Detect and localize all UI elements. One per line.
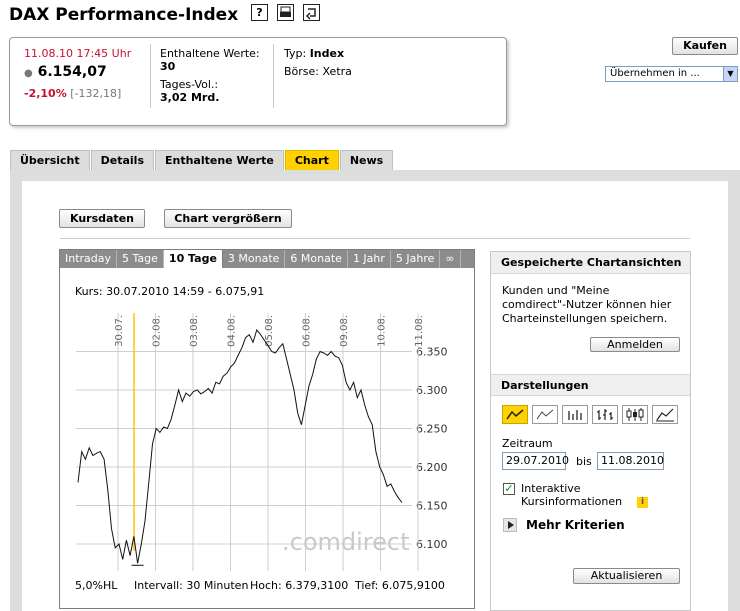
saved-views-header: Gespeicherte Chartansichten bbox=[491, 252, 690, 274]
range-label: Zeitraum bbox=[502, 437, 553, 450]
take-over-select-value: Übernehmen in ... bbox=[610, 68, 700, 79]
display-header: Darstellungen bbox=[491, 374, 690, 396]
tab-enthaltene-werte[interactable]: Enthaltene Werte bbox=[155, 150, 284, 170]
exchange-value: Xetra bbox=[322, 65, 352, 78]
saved-text-2: comdirect"-Nutzer können hier bbox=[502, 298, 672, 311]
kursdaten-button[interactable]: Kursdaten bbox=[59, 209, 145, 228]
chart-range-tab[interactable]: 10 Tage bbox=[163, 250, 223, 268]
hlc-bar-icon[interactable] bbox=[592, 405, 618, 424]
y-tick-label: 6.250 bbox=[416, 423, 448, 436]
type-row: Typ: Index bbox=[284, 47, 344, 60]
y-tick-label: 6.100 bbox=[416, 538, 448, 551]
change-pct: -2,10% bbox=[24, 87, 67, 100]
main-tabs: Übersicht Details Enthaltene Werte Chart New… bbox=[10, 150, 394, 170]
exchange-label: Börse: bbox=[284, 65, 320, 78]
enlarge-chart-button[interactable]: Chart vergrößern bbox=[164, 209, 292, 228]
chart-range-tab[interactable]: 5 Jahre bbox=[391, 250, 441, 268]
quote-price: ● 6.154,07 bbox=[24, 64, 107, 80]
price-chart[interactable]: 6.350 6.300 6.250 6.200 6.150 6.100 30.07. 02.0… bbox=[60, 268, 474, 573]
more-criteria-link[interactable]: Mehr Kriterien bbox=[526, 518, 625, 532]
saved-text-3: Charteinstellungen speichern. bbox=[502, 312, 668, 325]
buy-button[interactable]: Kaufen bbox=[672, 37, 738, 55]
footer-interval: Intervall: 30 Minuten bbox=[134, 579, 249, 592]
quote-info-box: 11.08.10 17:45 Uhr ● 6.154,07 -2,10% [-1… bbox=[9, 37, 507, 126]
exchange-row: Börse: Xetra bbox=[284, 65, 352, 78]
y-tick-label: 6.200 bbox=[416, 461, 448, 474]
x-date-label: 30.07. bbox=[114, 315, 125, 347]
price-value: 6.154,07 bbox=[37, 64, 107, 80]
y-tick-label: 6.300 bbox=[416, 384, 448, 397]
chevron-right-icon[interactable] bbox=[503, 518, 517, 532]
area-chart-icon[interactable] bbox=[652, 405, 678, 424]
x-date-label: 04.08. bbox=[227, 315, 238, 347]
x-date-label: 05.08. bbox=[264, 315, 275, 347]
interactive-label-1: Interaktive bbox=[521, 482, 581, 495]
volume-value: 3,02 Mrd. bbox=[160, 91, 220, 104]
mountain-chart-icon[interactable] bbox=[532, 405, 558, 424]
quote-datetime: 11.08.10 17:45 Uhr bbox=[24, 47, 132, 60]
x-date-label: 06.08. bbox=[302, 315, 313, 347]
login-button[interactable]: Anmelden bbox=[590, 337, 680, 352]
watermark-logo: .comdirect bbox=[282, 528, 410, 556]
interactive-checkbox[interactable]: ✓ bbox=[503, 482, 515, 495]
x-date-label: 03.08. bbox=[189, 315, 200, 347]
constituents-value: 30 bbox=[160, 60, 176, 73]
price-series-line bbox=[77, 328, 403, 564]
footer-hl: 5,0%HL bbox=[75, 579, 118, 592]
chart-sidebar: Gespeicherte Chartansichten Kunden und "… bbox=[490, 251, 691, 611]
kurs-info: Kurs: 30.07.2010 14:59 - 6.075,91 bbox=[75, 285, 265, 298]
chart-range-tab[interactable]: 3 Monate bbox=[223, 250, 286, 268]
chart-range-tab[interactable]: 5 Tage bbox=[117, 250, 164, 268]
saved-text-1: Kunden und "Meine bbox=[502, 284, 610, 297]
chart-range-tab[interactable]: 6 Monate bbox=[285, 250, 348, 268]
refresh-icon[interactable] bbox=[303, 4, 320, 21]
range-sep: bis bbox=[576, 455, 592, 468]
x-date-label: 10.08. bbox=[377, 315, 388, 347]
footer-high: Hoch: 6.379,3100 bbox=[250, 579, 349, 592]
help-icon[interactable]: ? bbox=[251, 4, 268, 21]
x-date-label: 09.08. bbox=[339, 315, 350, 347]
print-icon[interactable] bbox=[277, 4, 294, 21]
tab-übersicht[interactable]: Übersicht bbox=[10, 150, 90, 170]
y-tick-label: 6.150 bbox=[416, 500, 448, 513]
chart-range-tab[interactable]: 1 Jahr bbox=[348, 250, 391, 268]
chart-range-tab[interactable]: Intraday bbox=[60, 250, 118, 268]
chevron-down-icon: ▼ bbox=[723, 67, 737, 81]
update-button[interactable]: Aktualisieren bbox=[573, 568, 680, 584]
type-label: Typ: bbox=[284, 47, 307, 60]
volume-label: Tages-Vol.: bbox=[160, 78, 219, 91]
line-chart-icon[interactable] bbox=[502, 405, 528, 424]
x-date-label: 11.08. bbox=[414, 315, 425, 347]
x-date-label: 02.08. bbox=[152, 315, 163, 347]
interactive-label-2: Kursinformationen bbox=[521, 495, 623, 508]
chart-range-tabs: Intraday 5 Tage 10 Tage 3 Monate 6 Monate 1 J… bbox=[60, 250, 474, 268]
candlestick-icon[interactable] bbox=[622, 405, 648, 424]
divider bbox=[60, 238, 690, 239]
page-title: DAX Performance-Index bbox=[9, 5, 239, 25]
footer-low: Tief: 6.075,9100 bbox=[355, 579, 445, 592]
type-value: Index bbox=[309, 47, 345, 60]
constituents-label: Enthaltene Werte: bbox=[160, 47, 260, 60]
chart-box: Intraday 5 Tage 10 Tage 3 Monate 6 Monate 1 J… bbox=[59, 249, 475, 609]
info-icon[interactable]: i bbox=[637, 497, 648, 508]
date-from-input[interactable]: 29.07.2010 bbox=[502, 452, 569, 470]
quote-change: -2,10% [-132,18] bbox=[24, 87, 121, 100]
chart-range-tab[interactable]: ∞ bbox=[440, 250, 461, 268]
take-over-select[interactable]: Übernehmen in ... ▼ bbox=[605, 66, 738, 82]
tab-chart[interactable]: Chart bbox=[284, 150, 339, 170]
date-to-input[interactable]: 11.08.2010 bbox=[597, 452, 664, 470]
bullet-icon: ● bbox=[24, 68, 33, 79]
ohlc-bar-icon[interactable] bbox=[562, 405, 588, 424]
change-abs: [-132,18] bbox=[70, 87, 122, 100]
tab-details[interactable]: Details bbox=[90, 150, 154, 170]
tab-news[interactable]: News bbox=[339, 150, 394, 170]
y-tick-label: 6.350 bbox=[416, 346, 448, 359]
